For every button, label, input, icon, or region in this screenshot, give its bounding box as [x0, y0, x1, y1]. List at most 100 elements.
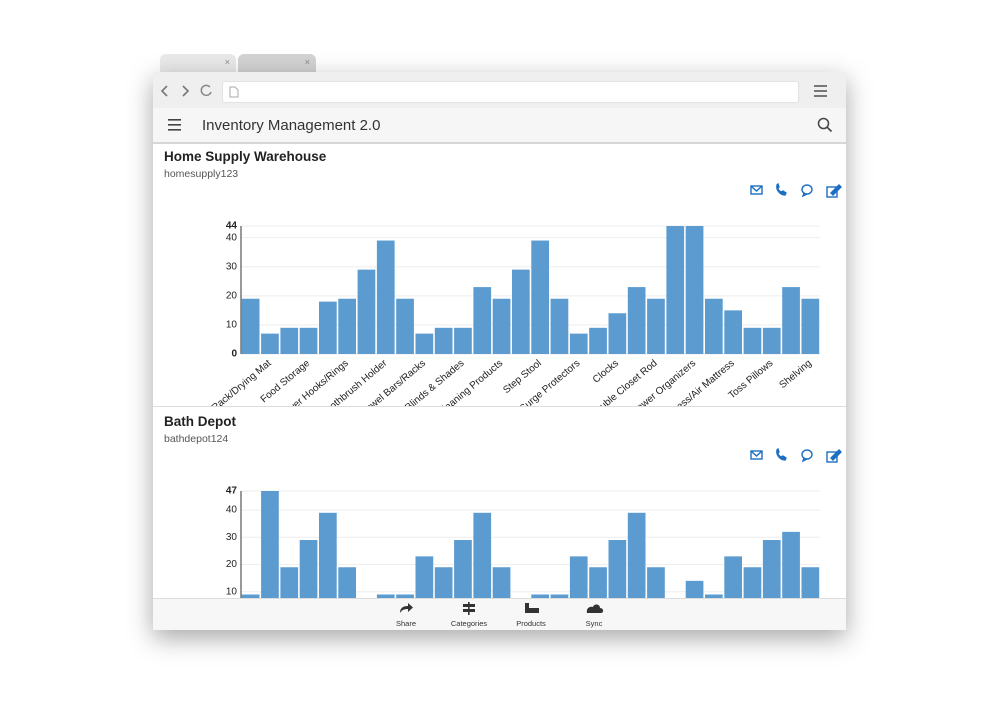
- bar: [241, 594, 260, 598]
- bar: [454, 327, 472, 354]
- menu-button[interactable]: [168, 119, 182, 131]
- tab-share[interactable]: Share: [395, 619, 416, 628]
- bar: [743, 567, 762, 598]
- y-tick-label: 30: [226, 261, 238, 272]
- bar: [666, 226, 685, 354]
- bar: [492, 567, 511, 598]
- store-name: Home Supply Warehouse: [164, 149, 327, 164]
- browser-tab[interactable]: ×: [160, 54, 236, 72]
- bar: [762, 540, 781, 598]
- bar: [512, 269, 530, 354]
- y-tick-label: 47: [226, 486, 238, 497]
- bar: [627, 287, 646, 354]
- bar: [647, 298, 665, 354]
- app-header: Inventory Management 2.0: [153, 108, 846, 144]
- bar: [473, 512, 492, 598]
- bar: [492, 298, 511, 354]
- browser-menu[interactable]: [813, 84, 829, 98]
- y-tick-label: 44: [226, 221, 238, 232]
- bar: [569, 556, 588, 598]
- bar: [743, 327, 762, 354]
- bar: [299, 327, 318, 354]
- bar: [376, 594, 395, 598]
- bar: [705, 594, 723, 598]
- divider: [153, 406, 846, 407]
- bar: [647, 567, 665, 598]
- bar: [724, 310, 742, 354]
- bar: [338, 567, 356, 598]
- bar: [396, 298, 414, 354]
- bar: [589, 567, 607, 598]
- page-icon: [229, 86, 239, 98]
- bar: [280, 567, 299, 598]
- tab-icons: [400, 602, 604, 615]
- browser-tab[interactable]: ×: [238, 54, 316, 72]
- bar: [685, 580, 704, 598]
- bar: [434, 567, 453, 598]
- bar: [261, 491, 279, 598]
- tab-bar: Share Categories Products Sync: [153, 598, 846, 630]
- bar: [724, 556, 742, 598]
- x-tick-label: Cleaning Products: [436, 358, 506, 419]
- y-tick-label: 10: [226, 320, 238, 331]
- bar: [801, 298, 820, 354]
- bar: [685, 226, 704, 354]
- bar: [627, 512, 646, 598]
- x-tick-label: Dish Rack/Drying Mat: [192, 358, 273, 429]
- bar: [376, 240, 395, 354]
- store-username: homesupply123: [164, 168, 239, 180]
- store-name: Bath Depot: [164, 414, 236, 429]
- contact-actions[interactable]: [748, 447, 843, 465]
- y-tick-label: 40: [226, 232, 238, 243]
- search-button[interactable]: [817, 117, 833, 133]
- x-tick-label: Shelving: [778, 358, 814, 391]
- bar: [801, 567, 820, 598]
- bar: [319, 301, 337, 354]
- bar: [415, 556, 434, 598]
- store-username: bathdepot124: [164, 433, 229, 445]
- bar: [454, 540, 472, 598]
- x-tick-label: Clocks: [591, 358, 621, 386]
- y-tick-label: 40: [226, 505, 238, 516]
- bar: [357, 269, 376, 354]
- address-bar[interactable]: [222, 81, 799, 103]
- tab-close[interactable]: ×: [304, 57, 310, 67]
- chart: 10 20 30 40 47: [226, 486, 820, 598]
- bar: [261, 333, 279, 354]
- x-tick-label: Drawer Organizers: [627, 358, 698, 420]
- browser-toolbar: [153, 72, 846, 108]
- x-tick-label: Mattress/Air Mattress: [657, 358, 736, 427]
- contact-actions[interactable]: [748, 182, 843, 200]
- tab-categories[interactable]: Categories: [450, 619, 488, 628]
- bar: [415, 333, 434, 354]
- bar: [589, 327, 607, 354]
- x-tick-label: Toothbrush Holder: [320, 357, 390, 418]
- x-tick-label: Double Closet Rod: [588, 358, 659, 420]
- bar: [299, 540, 318, 598]
- bar: [705, 298, 723, 354]
- bar: [550, 594, 569, 598]
- nav-buttons[interactable]: [159, 82, 219, 100]
- bar: [782, 531, 800, 598]
- y-tick-label: 20: [226, 290, 238, 301]
- y-tick-label: 10: [226, 586, 238, 597]
- bar: [608, 540, 627, 598]
- y-tick-label: 30: [226, 532, 238, 543]
- tab-close[interactable]: ×: [224, 57, 230, 67]
- tab-sync[interactable]: Sync: [585, 619, 603, 628]
- bar: [319, 512, 337, 598]
- bar: [569, 333, 588, 354]
- bar: [434, 327, 453, 354]
- bar: [280, 327, 299, 354]
- bar: [531, 594, 549, 598]
- bar: [241, 298, 260, 354]
- y-tick-label: 0: [231, 349, 237, 360]
- tab-products[interactable]: Products: [516, 619, 546, 628]
- bar: [473, 287, 492, 354]
- browser-window: Inventory Management 2.0 Home Supply War…: [153, 72, 846, 630]
- bar: [396, 594, 414, 598]
- bar: [531, 240, 549, 354]
